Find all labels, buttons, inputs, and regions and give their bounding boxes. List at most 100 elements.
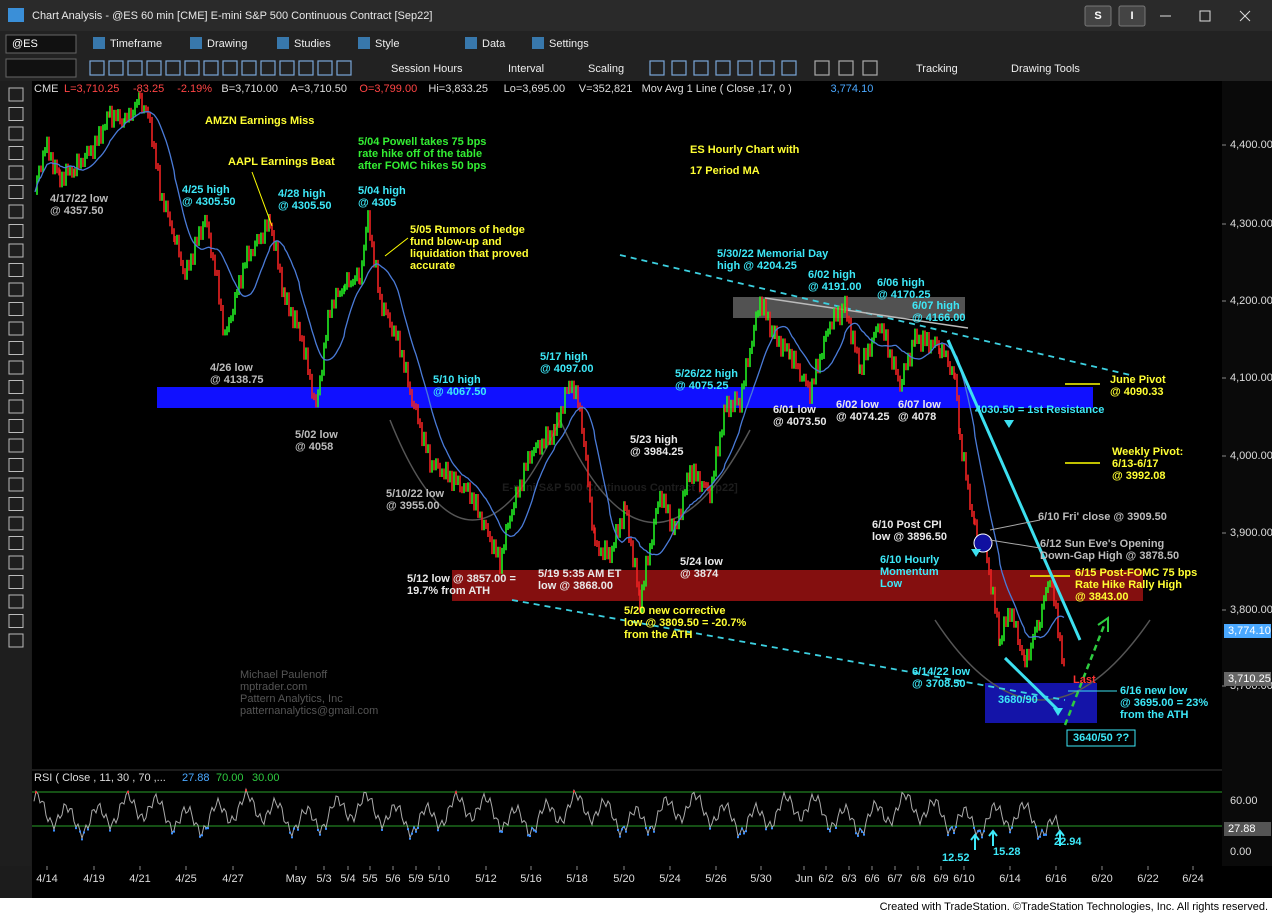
toolbar-icon[interactable]	[336, 60, 352, 76]
toolbar-icon[interactable]	[279, 60, 295, 76]
drawing-tool[interactable]	[8, 321, 24, 336]
menu-item[interactable]: Style	[375, 38, 399, 50]
drawing-tool[interactable]	[8, 165, 24, 180]
drawing-tool[interactable]	[8, 614, 24, 628]
drawing-tool[interactable]	[8, 419, 24, 433]
drawing-tool[interactable]	[8, 497, 24, 511]
menu-item[interactable]: Settings	[549, 38, 589, 50]
drawing-tool[interactable]	[8, 360, 24, 375]
toolbar-icon[interactable]	[759, 60, 775, 76]
drawing-tool[interactable]	[8, 477, 24, 492]
drawing-tool[interactable]	[8, 243, 24, 258]
drawing-tool[interactable]	[8, 87, 24, 102]
drawing-tool[interactable]	[8, 185, 24, 199]
drawing-tool[interactable]	[8, 107, 24, 121]
toolbar-icon[interactable]	[317, 60, 333, 76]
toolbar-icon[interactable]	[241, 60, 257, 76]
chart-annotation: Rate Hike Rally High	[1075, 579, 1182, 591]
drawing-tool[interactable]	[8, 536, 24, 550]
price-tag-label: 3,774.10	[1228, 625, 1271, 637]
rsi-value: 30.00	[252, 772, 280, 784]
toolbar-icon[interactable]	[737, 60, 753, 76]
menu-item[interactable]: Data	[482, 38, 506, 50]
window-button-label[interactable]: I	[1130, 10, 1133, 22]
toolbar-icon[interactable]	[781, 60, 797, 76]
drawing-tool[interactable]	[8, 399, 24, 414]
toolbar-icon[interactable]	[715, 60, 731, 76]
chart-annotation: 4/28 high	[278, 188, 326, 200]
tool-item[interactable]: Tracking	[916, 63, 958, 75]
toolbar-icon[interactable]	[108, 60, 124, 76]
drawing-tool[interactable]	[8, 146, 24, 160]
chart-annotation: @ 4170.25	[877, 289, 931, 301]
time-label: 5/10	[428, 873, 449, 885]
price-label: 3,800.00	[1230, 604, 1272, 616]
drawing-tool[interactable]	[8, 555, 24, 570]
toolbar-icon[interactable]	[184, 60, 200, 76]
time-label: 5/20	[613, 873, 634, 885]
tool-item[interactable]: Drawing Tools	[1011, 63, 1080, 75]
chart-annotation: accurate	[410, 260, 455, 272]
toolbar-icon[interactable]	[222, 60, 238, 76]
toolbar-icon[interactable]	[89, 60, 105, 76]
toolbar-icon[interactable]	[260, 60, 276, 76]
toolbar-icon[interactable]	[127, 60, 143, 76]
drawing-tool[interactable]	[8, 341, 24, 355]
menu-item[interactable]: Timeframe	[110, 38, 162, 50]
symbol-input[interactable]: @ES	[12, 38, 38, 50]
toolbar-icon[interactable]	[693, 60, 709, 76]
drawing-tool[interactable]	[8, 204, 24, 219]
toolbar-icon[interactable]	[838, 60, 854, 76]
window-close-glyph	[1239, 10, 1251, 22]
toolbar-icon[interactable]	[203, 60, 219, 76]
drawing-tool[interactable]	[8, 302, 24, 316]
drawing-tool[interactable]	[8, 575, 24, 589]
drawing-tool[interactable]	[8, 633, 24, 648]
moving-average	[34, 110, 1065, 639]
drawing-tool[interactable]	[8, 126, 24, 141]
time-label: May	[286, 873, 307, 885]
chart-annotation: 5/17 high	[540, 351, 588, 363]
drawing-tool[interactable]	[8, 282, 24, 297]
menu-item[interactable]: Studies	[294, 38, 331, 50]
chart-annotation: 6/01 low	[773, 404, 816, 416]
toolbar-icon[interactable]	[671, 60, 687, 76]
toolbar-icon[interactable]	[649, 60, 665, 76]
toolbar-icon[interactable]	[814, 60, 830, 76]
tool-item[interactable]: Session Hours	[391, 63, 463, 75]
window-close[interactable]	[1235, 6, 1257, 26]
window-button[interactable]	[1084, 5, 1112, 27]
toolbar-icon[interactable]	[298, 60, 314, 76]
toolbar-icon[interactable]	[862, 60, 878, 76]
chart-annotation: high @ 4204.25	[717, 260, 797, 272]
tool-item[interactable]: Scaling	[588, 63, 624, 75]
drawing-tool[interactable]	[8, 438, 24, 453]
drawing-tool[interactable]	[8, 458, 24, 472]
drawing-tool[interactable]	[8, 516, 24, 531]
time-label: 6/20	[1091, 873, 1112, 885]
rsi-axis-label: 60.00	[1230, 795, 1258, 807]
drawing-tool[interactable]	[8, 594, 24, 609]
window-button-label[interactable]: S	[1094, 10, 1101, 22]
toolbar-icon[interactable]	[146, 60, 162, 76]
chart-annotation: @ 4097.00	[540, 363, 594, 375]
tool-item[interactable]: Interval	[508, 63, 544, 75]
chart-annotation: Down-Gap High @ 3878.50	[1040, 550, 1179, 562]
rsi-note: 12.52	[942, 852, 970, 864]
status-study-value: 3,774.10	[831, 83, 874, 95]
drawing-tool[interactable]	[8, 263, 24, 277]
window-max[interactable]	[1195, 6, 1217, 26]
menu-item[interactable]: Drawing	[207, 38, 247, 50]
chart-annotation: 3680/90	[998, 694, 1038, 706]
chart-annotation: 6/10 Post CPI	[872, 519, 942, 531]
toolbar-icon[interactable]	[165, 60, 181, 76]
chart-annotation: 6/13-6/17	[1112, 458, 1158, 470]
interval-box[interactable]	[5, 58, 77, 78]
drawing-tool[interactable]	[8, 380, 24, 394]
window-button[interactable]	[1118, 5, 1146, 27]
chart-annotation: fund blow-up and	[410, 236, 502, 248]
chart-annotation: 5/23 high	[630, 434, 678, 446]
drawing-tool[interactable]	[8, 224, 24, 238]
symbol-box[interactable]	[5, 34, 77, 54]
